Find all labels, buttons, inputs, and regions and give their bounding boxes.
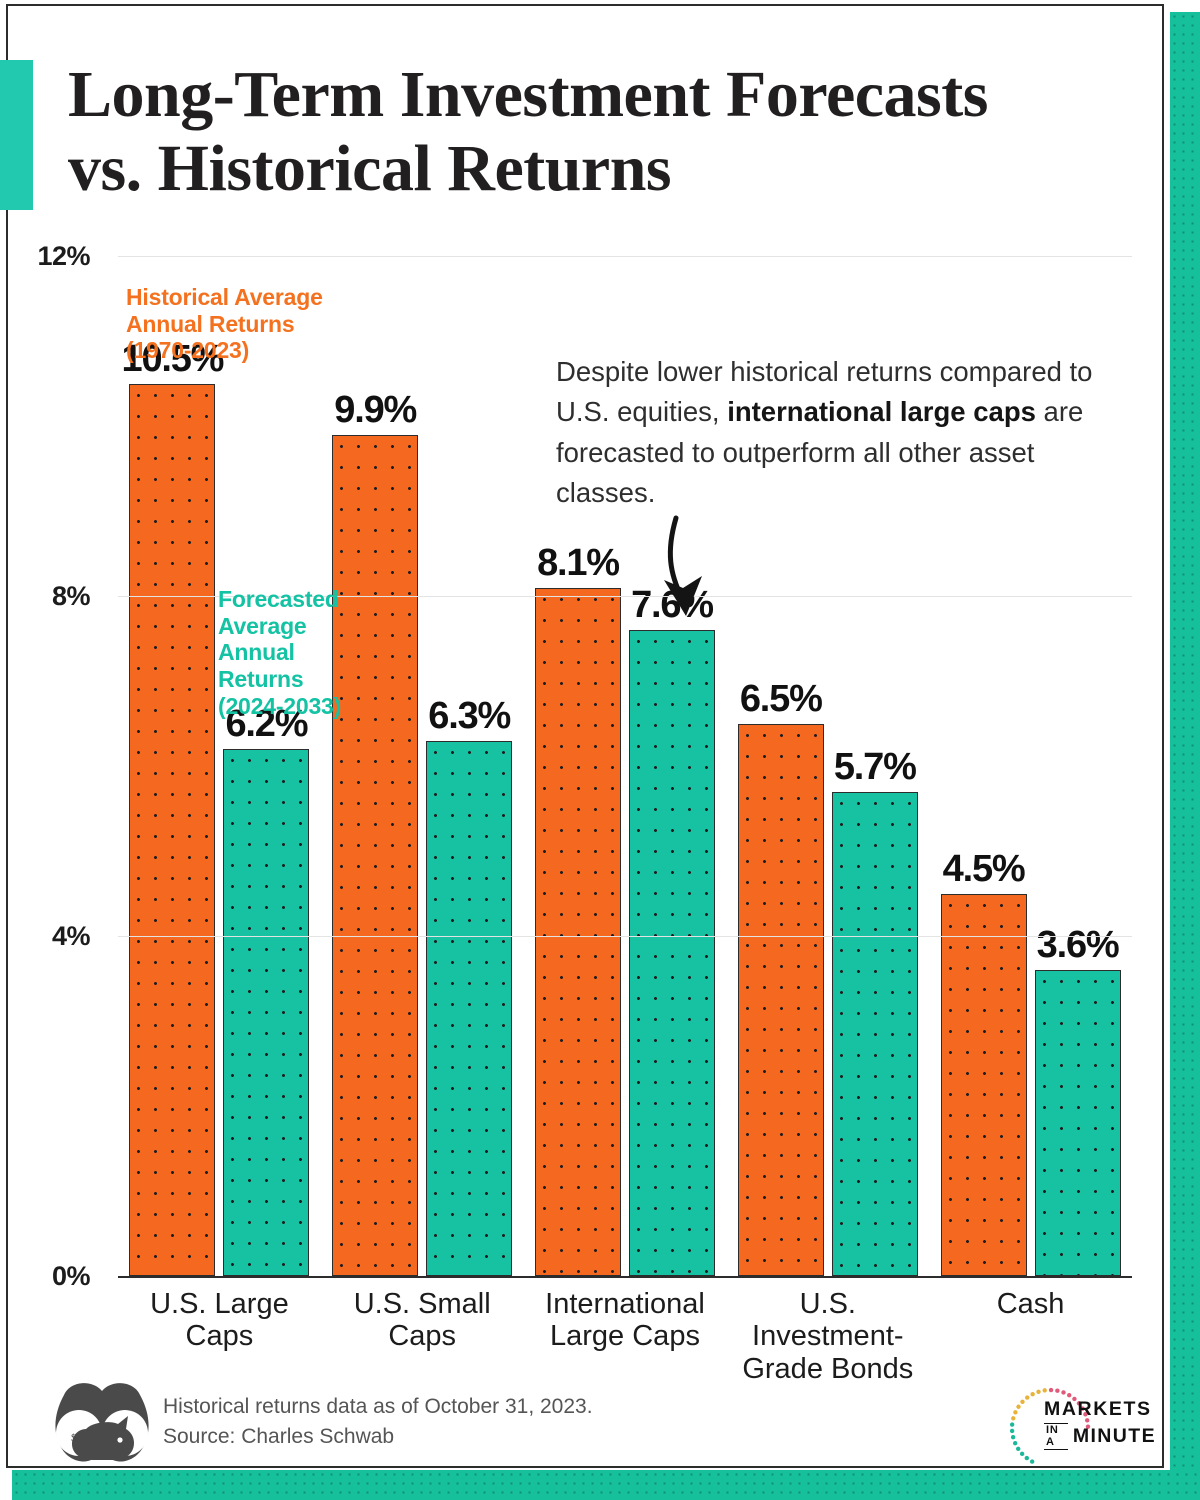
bar-forecast[interactable]: 6.3% — [426, 695, 513, 1276]
binoculars-piggybank-logo-icon: $ — [55, 1383, 149, 1462]
x-axis-label: International Large Caps — [545, 1288, 705, 1353]
y-axis-tick-4%: 4% — [51, 921, 91, 951]
page-title: Long-Term Investment Forecasts vs. Histo… — [68, 58, 1148, 206]
bar-historical[interactable]: 8.1% — [534, 542, 621, 1276]
brand-line-1: MARKETS — [1044, 1398, 1152, 1420]
bar-value-label: 10.5% — [121, 337, 225, 380]
bar-group: 4.5% 3.6% — [929, 256, 1132, 1276]
bar-value-label: 6.2% — [225, 703, 308, 745]
bar-group: 6.5% 5.7% — [726, 256, 929, 1276]
y-axis-tick-12%: 12% — [37, 241, 90, 271]
brand-line-2: MINUTE — [1072, 1425, 1156, 1448]
brand-text: MARKETS IN A MINUTE — [1044, 1398, 1156, 1451]
bar-value-label: 4.5% — [942, 847, 1026, 890]
callout-annotation: Despite lower historical returns compare… — [556, 352, 1101, 514]
plot-area: 10.5% 6.2% 9.9% 6.3% 8.1% 7.6% 6.5% 5.7% 4.5% 3.6… — [37, 241, 1132, 1291]
bar-value-label: 8.1% — [537, 541, 620, 584]
gridline-8% — [118, 596, 1132, 597]
y-axis-tick-8%: 8% — [51, 581, 91, 611]
title-line-1: Long-Term Investment Forecasts — [68, 58, 988, 131]
dotted-arc-icon — [1009, 1387, 1091, 1464]
svg-text:$: $ — [71, 1432, 77, 1444]
x-axis-label: U.S. Investment- Grade Bonds — [742, 1288, 914, 1385]
bar-value-label: 3.6% — [1036, 924, 1120, 966]
legend-historical: Historical Average Annual Returns (1970-… — [126, 284, 323, 364]
bar-forecast[interactable]: 5.7% — [831, 746, 918, 1276]
bar-group: 9.9% 6.3% — [321, 256, 524, 1276]
bar-value-label: 6.3% — [428, 694, 511, 737]
source-note-line-1: Historical returns data as of October 31… — [163, 1395, 593, 1418]
gridline-0% — [118, 1276, 1132, 1278]
bar-historical[interactable]: 10.5% — [122, 338, 224, 1276]
brand-in-a: IN A — [1044, 1423, 1068, 1451]
x-axis-labels: U.S. Large Caps U.S. Small Caps Internatio… — [118, 1288, 1132, 1385]
bar-chart: 10.5% 6.2% 9.9% 6.3% 8.1% 7.6% 6.5% 5.7% 4.5% 3.6… — [37, 241, 1132, 1385]
right-edge-strip — [1170, 12, 1200, 1500]
source-note-line-2: Source: Charles Schwab — [163, 1424, 395, 1448]
gridline-12% — [118, 256, 1132, 257]
annotation-part-1: Despite lower historical returns compare… — [556, 356, 1093, 428]
curved-arrow-icon — [664, 515, 702, 616]
bar-historical[interactable]: 6.5% — [737, 678, 824, 1276]
left-accent-bar — [0, 60, 33, 210]
x-axis-label: U.S. Large Caps — [150, 1288, 289, 1353]
bar-value-label: 6.5% — [739, 677, 823, 720]
x-axis-label: Cash — [996, 1288, 1065, 1320]
bar-historical[interactable]: 4.5% — [940, 848, 1027, 1276]
gridline-4% — [118, 936, 1132, 937]
bar-group: 8.1% 7.6% — [524, 256, 727, 1276]
bar-value-label: 5.7% — [833, 745, 917, 788]
annotation-part-2: are forecasted to outperform all other a… — [556, 396, 1084, 509]
legend-forecast: Forecasted Average Annual Returns (2024-… — [218, 586, 342, 719]
bar-forecast[interactable]: 3.6% — [1034, 924, 1121, 1276]
bar-historical[interactable]: 9.9% — [332, 389, 419, 1276]
annotation-emphasis: international large caps — [727, 396, 1036, 428]
bottom-edge-strip — [12, 1470, 1200, 1500]
markets-in-a-minute-logo: MARKETS IN A MINUTE — [1002, 1382, 1155, 1474]
bar-value-label: 9.9% — [334, 388, 417, 431]
bar-forecast[interactable]: 6.2% — [223, 703, 310, 1276]
bar-groups: 10.5% 6.2% 9.9% 6.3% 8.1% 7.6% 6.5% 5.7% 4.5% 3.6… — [118, 256, 1132, 1276]
x-axis-label: U.S. Small Caps — [353, 1288, 491, 1353]
title-line-2: vs. Historical Returns — [68, 131, 672, 205]
bar-forecast[interactable]: 7.6% — [628, 584, 715, 1276]
bar-group: 10.5% 6.2% — [118, 256, 321, 1276]
source-note: Historical returns data as of October 31… — [163, 1392, 593, 1452]
y-axis-tick-0%: 0% — [51, 1261, 91, 1291]
